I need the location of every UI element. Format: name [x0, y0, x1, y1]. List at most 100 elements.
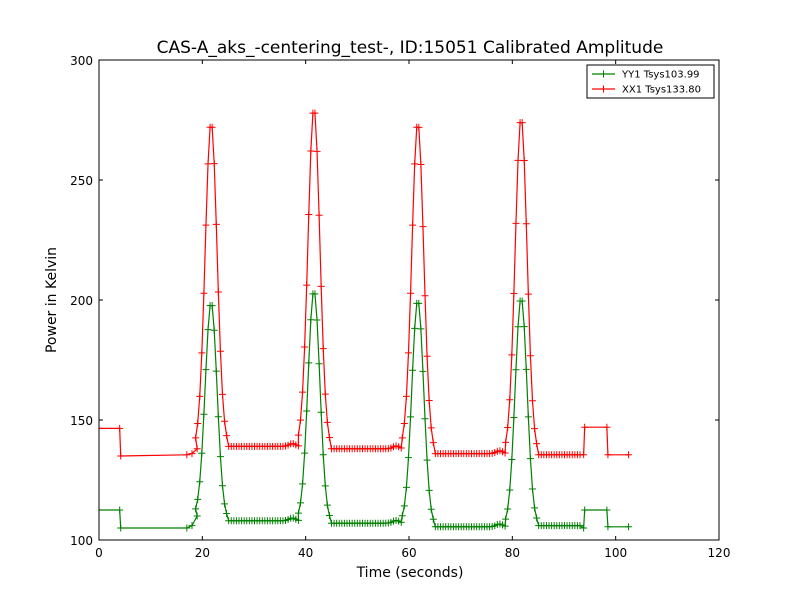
series-group: [99, 109, 633, 460]
series-marker: [514, 156, 522, 164]
x-axis-title: Time (seconds): [356, 565, 464, 581]
series-marker: [315, 360, 323, 368]
series-marker: [294, 442, 302, 450]
series-marker: [518, 119, 526, 127]
series-marker: [604, 451, 612, 459]
series-marker: [625, 451, 633, 459]
series-marker: [301, 343, 309, 351]
series-marker: [311, 290, 319, 298]
series-marker: [429, 439, 437, 447]
series-layer: [99, 109, 633, 532]
series-marker: [407, 413, 415, 421]
x-tick-label: 100: [604, 546, 627, 560]
series-marker: [208, 302, 216, 310]
series-marker: [508, 351, 516, 359]
series-marker: [198, 349, 206, 357]
series-marker: [419, 223, 427, 231]
series-marker: [419, 367, 427, 375]
series-marker: [194, 419, 202, 427]
series-marker: [221, 500, 229, 508]
legend-marker: [600, 70, 607, 78]
chart-title: CAS-A_aks_-centering_test-, ID:15051 Cal…: [157, 38, 664, 58]
series-marker: [313, 316, 321, 324]
series-marker: [415, 299, 423, 307]
series-marker: [188, 522, 196, 530]
series-marker: [524, 290, 532, 298]
series-marker: [520, 157, 528, 165]
series-marker: [323, 418, 331, 426]
series-marker: [301, 449, 309, 457]
series-marker: [193, 512, 201, 520]
series-marker: [200, 289, 208, 297]
legend: YY1 Tsys103.99 XX1 Tsys133.80: [586, 64, 715, 99]
series-marker: [580, 451, 588, 459]
series-marker: [99, 424, 103, 432]
series-marker: [294, 516, 302, 524]
series-marker: [116, 424, 124, 432]
ticks-layer: 0 20 40 60 80 100 120 100 150 200 250 300: [70, 54, 730, 560]
series-marker: [604, 523, 612, 531]
series-marker: [317, 408, 325, 416]
series-marker: [411, 160, 419, 168]
series-marker: [528, 397, 536, 405]
legend-marker: [600, 85, 607, 93]
series-marker: [204, 160, 212, 168]
series-marker: [218, 390, 226, 398]
series-marker: [531, 425, 539, 433]
x-tick-label: 60: [401, 546, 416, 560]
series-marker: [315, 211, 323, 219]
series-marker: [423, 352, 431, 360]
series-marker: [510, 414, 518, 422]
series-marker: [411, 324, 419, 332]
series-marker: [196, 478, 204, 486]
y-tick-label: 300: [70, 54, 93, 68]
series-marker: [407, 289, 415, 297]
series-marker: [398, 512, 406, 520]
series-marker: [196, 392, 204, 400]
series-marker: [99, 506, 103, 514]
x-tick-label: 0: [95, 546, 103, 560]
series-marker: [303, 281, 311, 289]
series-marker: [526, 352, 534, 360]
plot-frame: [98, 59, 720, 541]
series-marker: [524, 413, 532, 421]
series-marker: [221, 417, 229, 425]
series-marker: [223, 432, 231, 440]
x-tick-label: 120: [708, 546, 731, 560]
series-marker: [319, 345, 327, 353]
series-marker: [423, 456, 431, 464]
series-marker: [214, 288, 222, 296]
series-marker: [526, 455, 534, 463]
series-marker: [504, 424, 512, 432]
series-marker: [192, 434, 200, 442]
y-axis-title: Power in Kelvin: [44, 247, 60, 353]
series-marker: [580, 524, 588, 532]
legend-box: [586, 64, 715, 99]
series-marker: [522, 365, 530, 373]
series-marker: [427, 424, 435, 432]
series-marker: [502, 438, 510, 446]
series-marker: [522, 220, 530, 228]
series-marker: [325, 511, 333, 519]
series-marker: [117, 524, 125, 532]
series-marker: [214, 413, 222, 421]
series-marker: [193, 445, 201, 453]
series-marker: [425, 486, 433, 494]
x-tick-label: 20: [195, 546, 210, 560]
series-marker: [321, 390, 329, 398]
y-tick-label: 200: [70, 294, 93, 308]
series-line: [99, 112, 629, 457]
series-marker: [417, 325, 425, 333]
series-marker: [400, 419, 408, 427]
series-marker: [421, 415, 429, 423]
x-tick-label: 40: [298, 546, 313, 560]
series-marker: [402, 483, 410, 491]
series-marker: [404, 349, 412, 357]
series-marker: [506, 486, 514, 494]
series-marker: [508, 455, 516, 463]
series-marker: [210, 326, 218, 334]
series-marker: [425, 396, 433, 404]
series-marker: [531, 504, 539, 512]
series-marker: [212, 367, 220, 375]
